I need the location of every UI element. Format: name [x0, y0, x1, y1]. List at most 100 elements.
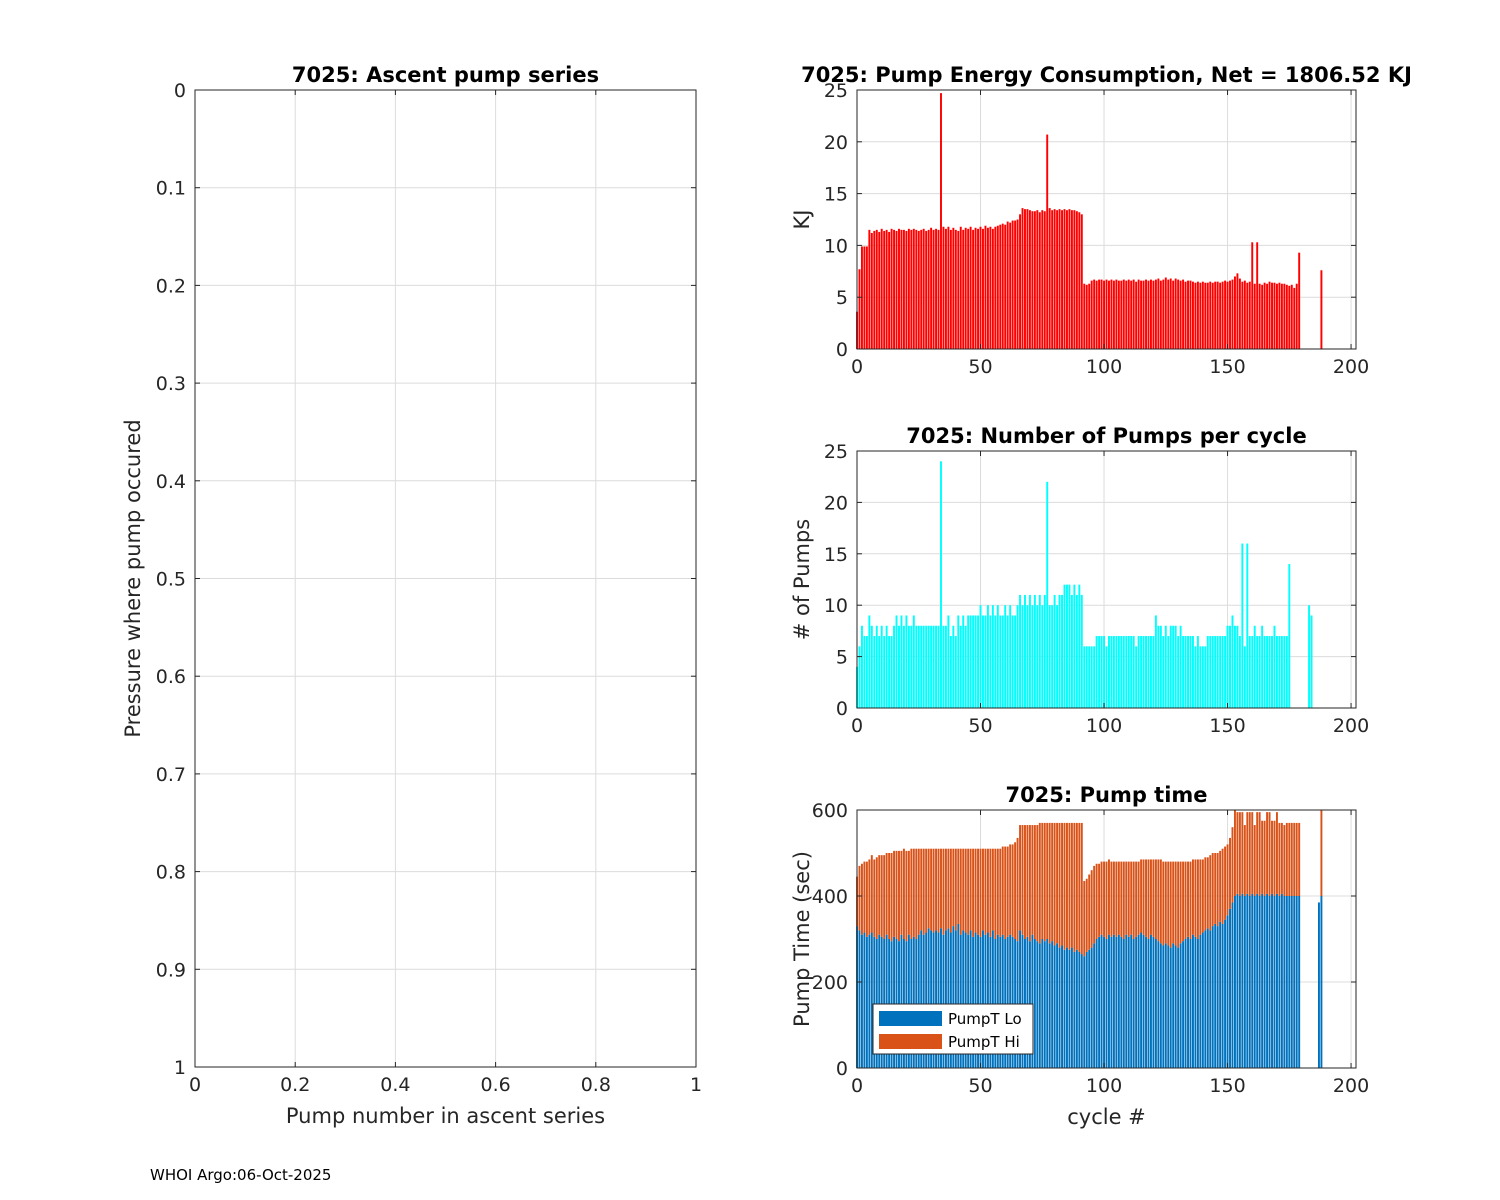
energy-bar [917, 230, 920, 349]
pumpt-hi-bar [893, 850, 896, 937]
pumpt-hi-bar [1283, 825, 1286, 896]
pumpt-hi-bar [917, 848, 920, 935]
pumps-bar [969, 615, 972, 708]
pumps-bar [870, 625, 873, 708]
pumps-bar [1070, 594, 1073, 708]
pumpt-lo-bar [1192, 934, 1194, 1068]
pumpt-lo-bar [1154, 939, 1157, 1068]
energy-bar [1194, 282, 1197, 349]
pumpt-lo-bar [1132, 939, 1135, 1068]
pumps-bar [1105, 646, 1108, 708]
pumpt-lo-bar [1179, 943, 1182, 1068]
energy-bar [1088, 283, 1091, 349]
pumpt-hi-bar [1177, 861, 1180, 948]
pumpt-hi-bar [1088, 874, 1091, 950]
pumpt-hi-bar [1019, 825, 1022, 931]
pumptime-axes-box [856, 809, 1357, 1069]
pumpt-lo-bar [1317, 902, 1320, 1068]
pumpt-lo-bar [1251, 893, 1254, 1068]
pumps-bar [1266, 636, 1269, 708]
energy-bar [1135, 281, 1138, 349]
energy-bar [1169, 278, 1172, 349]
pumps-bar [957, 615, 960, 708]
pumps-bar [873, 636, 876, 708]
pumpt-hi-bar [1063, 822, 1066, 950]
pumpt-lo-bar [1130, 934, 1133, 1068]
pumpt-hi-bar [1243, 825, 1246, 896]
pumpt-lo-bar [1295, 896, 1298, 1068]
energy-bar [912, 228, 915, 349]
pumps-bar [902, 625, 905, 708]
pumpt-lo-bar [989, 936, 992, 1068]
energy-bar [1122, 279, 1125, 349]
pumptime-ytick-label: 200 [812, 972, 848, 994]
pumpt-hi-bar [1206, 857, 1209, 929]
pumptime-xtick-label: 50 [968, 1075, 992, 1097]
pumpt-hi-bar [1147, 859, 1150, 939]
pumpt-lo-bar [1285, 896, 1288, 1068]
pumps-bar [1201, 646, 1204, 708]
pumpt-hi-bar [1066, 822, 1068, 948]
pumpt-hi-bar [1196, 859, 1199, 939]
pumpt-lo-bar [1041, 939, 1044, 1068]
energy-xtick-label: 50 [968, 356, 992, 378]
pumpt-hi-bar [1216, 853, 1219, 927]
pumps-bar [1174, 625, 1177, 708]
energy-bar [962, 229, 965, 349]
energy-bar [1295, 283, 1298, 349]
pumpt-lo-bar [1038, 943, 1041, 1068]
pumpt-lo-bar [996, 934, 999, 1068]
pumpt-lo-bar [949, 932, 952, 1068]
energy-bar [1199, 282, 1202, 349]
pumpt-hi-bar [999, 848, 1002, 937]
pumpt-lo-bar [1288, 896, 1291, 1068]
pumps-bar [1187, 636, 1189, 708]
pumpt-hi-bar [1093, 865, 1096, 944]
energy-bar [1187, 280, 1189, 349]
pumpt-lo-bar [1174, 945, 1177, 1068]
energy-bar [1120, 280, 1123, 349]
pumpt-lo-bar [1103, 936, 1105, 1068]
energy-bar [1115, 279, 1118, 349]
pumpt-lo-bar [1150, 934, 1152, 1068]
energy-bar [890, 228, 893, 349]
pumpt-hi-bar [940, 848, 942, 929]
pumpt-lo-bar [870, 932, 873, 1068]
energy-bar [898, 228, 900, 349]
energy-bar [986, 227, 989, 349]
pumps-bar [920, 625, 923, 708]
pumpt-lo-bar [977, 934, 980, 1068]
pumpt-lo-bar [1125, 934, 1128, 1068]
pumpt-lo-bar [1117, 934, 1120, 1068]
energy-bar [1061, 210, 1063, 349]
pumpt-hi-bar [1004, 846, 1007, 939]
energy-bar [1053, 209, 1056, 349]
pumps-bar [1043, 594, 1046, 708]
ascent-xtick-label: 1 [690, 1074, 702, 1096]
energy-bar [1231, 279, 1234, 349]
pumpt-lo-bar [1199, 934, 1202, 1068]
pumpt-lo-bar [1157, 941, 1160, 1068]
energy-bar [1219, 282, 1222, 349]
energy-bar [972, 229, 975, 349]
pumpt-hi-bar [1011, 844, 1014, 937]
energy-bar [1179, 280, 1182, 349]
pumpt-lo-bar [1320, 896, 1323, 1068]
energy-bar [1147, 280, 1150, 349]
pumps-bar [1280, 636, 1283, 708]
pumpt-lo-bar [1167, 945, 1170, 1068]
pumpt-hi-bar [1221, 848, 1224, 924]
pumpt-hi-bar [964, 848, 967, 933]
energy-bar [1241, 281, 1244, 349]
pumpt-lo-bar [1184, 939, 1187, 1068]
pumpt-hi-bar [1164, 861, 1167, 944]
pumps-bar [1238, 636, 1241, 708]
pumps-bar [1221, 636, 1224, 708]
energy-bar [925, 230, 928, 349]
pumpt-lo-bar [1241, 893, 1244, 1068]
pumpt-lo-bar [999, 936, 1002, 1068]
pumps-bar [967, 615, 970, 708]
energy-bar [1214, 281, 1217, 349]
pumpt-lo-bar [925, 932, 928, 1068]
pumpt-hi-bar [1258, 812, 1261, 896]
